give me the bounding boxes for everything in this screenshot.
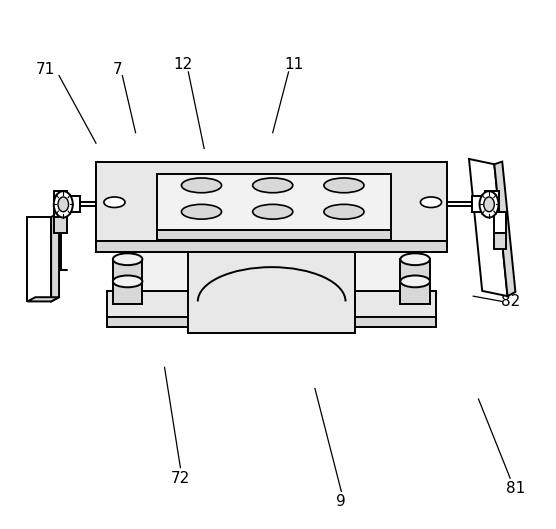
Ellipse shape [113, 276, 142, 287]
Polygon shape [494, 212, 507, 233]
Polygon shape [469, 159, 508, 296]
Ellipse shape [181, 204, 221, 219]
Text: 7: 7 [112, 62, 122, 77]
Text: 72: 72 [171, 471, 190, 486]
Polygon shape [113, 259, 142, 286]
Polygon shape [96, 241, 447, 252]
Ellipse shape [484, 197, 494, 212]
Polygon shape [125, 252, 418, 291]
Polygon shape [225, 252, 317, 291]
Ellipse shape [324, 178, 364, 193]
Polygon shape [494, 233, 507, 249]
Polygon shape [472, 196, 485, 212]
Ellipse shape [400, 276, 430, 287]
Polygon shape [188, 252, 355, 333]
Ellipse shape [181, 178, 221, 193]
Polygon shape [157, 230, 391, 240]
Polygon shape [27, 217, 51, 302]
Ellipse shape [400, 253, 430, 265]
Polygon shape [157, 174, 391, 230]
Ellipse shape [324, 204, 364, 219]
Polygon shape [27, 297, 59, 302]
Ellipse shape [479, 191, 499, 217]
Text: 82: 82 [500, 294, 520, 309]
Text: 11: 11 [284, 57, 304, 71]
Polygon shape [494, 162, 515, 296]
Ellipse shape [58, 197, 68, 212]
Text: 12: 12 [173, 57, 193, 71]
Polygon shape [51, 213, 59, 302]
Polygon shape [113, 281, 142, 304]
Polygon shape [485, 190, 499, 212]
Polygon shape [107, 291, 436, 317]
Polygon shape [107, 317, 436, 327]
Ellipse shape [113, 253, 142, 265]
Polygon shape [67, 196, 80, 212]
Polygon shape [400, 281, 430, 304]
Ellipse shape [252, 178, 293, 193]
Ellipse shape [252, 204, 293, 219]
Polygon shape [96, 162, 447, 241]
Ellipse shape [104, 197, 125, 207]
Text: 81: 81 [506, 481, 525, 496]
Polygon shape [54, 217, 67, 233]
Text: 9: 9 [336, 495, 346, 509]
Ellipse shape [420, 197, 441, 207]
Polygon shape [400, 259, 430, 286]
Text: 71: 71 [36, 62, 56, 77]
Polygon shape [54, 190, 67, 217]
Ellipse shape [54, 191, 73, 217]
